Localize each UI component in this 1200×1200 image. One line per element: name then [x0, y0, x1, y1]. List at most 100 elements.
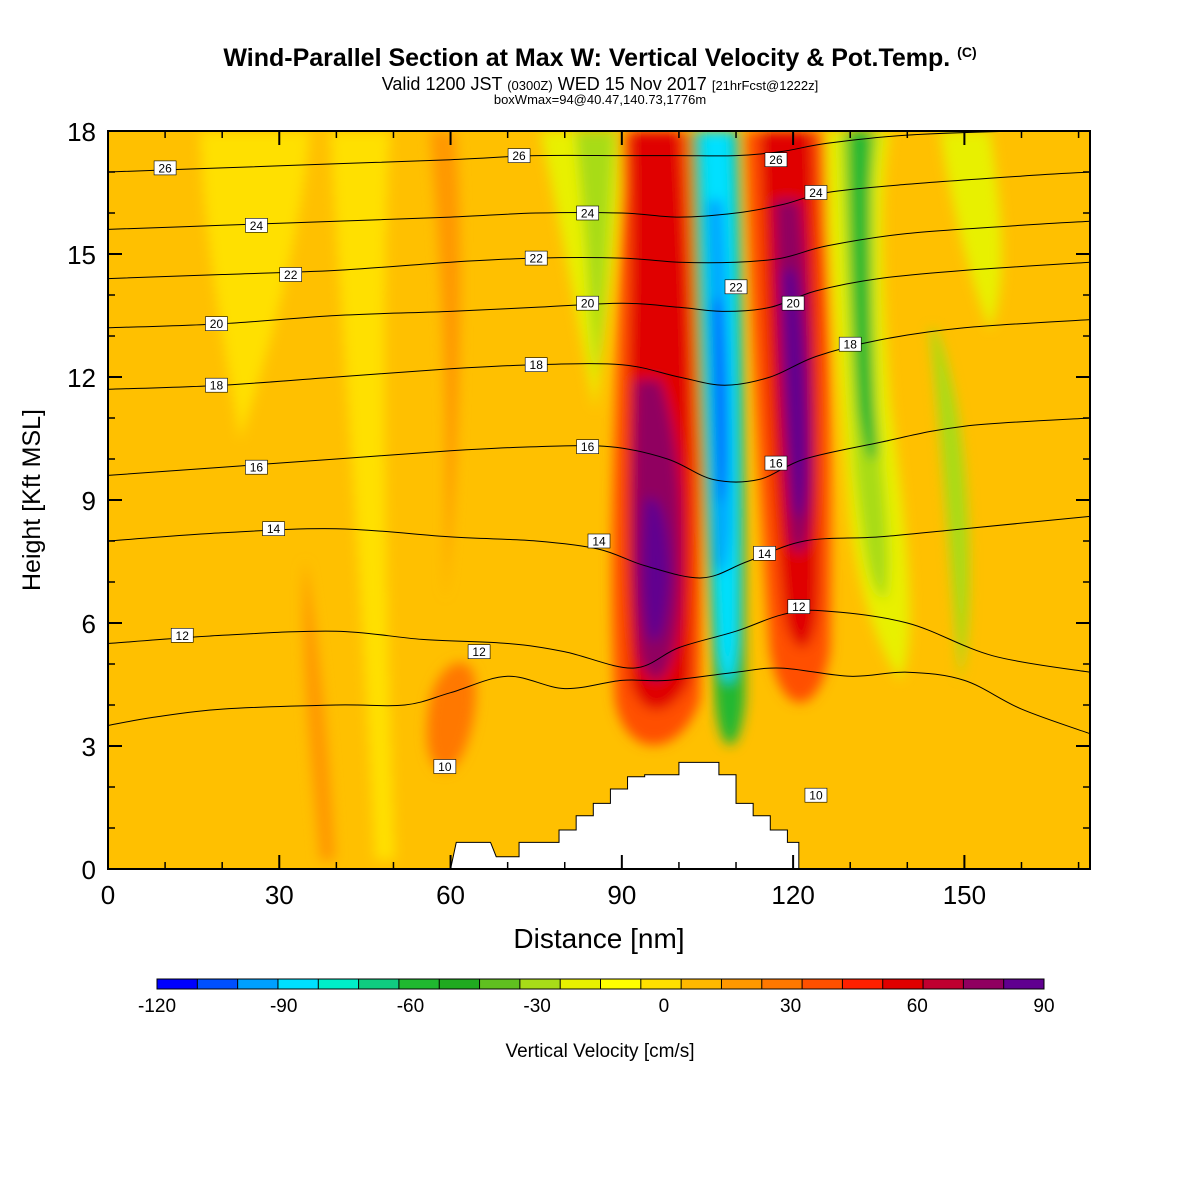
colorbar-swatch [359, 979, 400, 989]
y-tick-label: 18 [67, 117, 96, 147]
contour-label-text: 10 [438, 760, 452, 774]
contour-label: 18 [839, 337, 861, 352]
colorbar-swatch [1004, 979, 1045, 989]
contour-label-text: 22 [284, 268, 298, 282]
contour-label-text: 18 [210, 379, 224, 393]
colorbar-tick-label: 60 [907, 996, 928, 1017]
contour-label: 16 [577, 440, 599, 455]
colorbar-tick-label: 30 [780, 996, 801, 1017]
x-tick-label: 90 [607, 880, 636, 910]
x-tick-label: 30 [265, 880, 294, 910]
y-tick-label: 0 [82, 855, 96, 885]
contour-label: 10 [805, 788, 827, 803]
contour-label-text: 20 [210, 317, 224, 331]
contour-label-text: 16 [250, 461, 264, 475]
x-axis-label: Distance [nm] [513, 923, 684, 954]
contour-label: 22 [525, 251, 547, 266]
contour-label-text: 12 [176, 629, 190, 643]
y-tick-label: 6 [82, 609, 96, 639]
colorbar-tick-label: -90 [270, 996, 297, 1017]
x-tick-label: 0 [101, 880, 115, 910]
y-tick-label: 15 [67, 240, 96, 270]
colorbar-swatch [197, 979, 238, 989]
contour-label-text: 26 [512, 149, 526, 163]
contour-label: 14 [263, 522, 285, 537]
contour-label-text: 14 [758, 547, 772, 561]
contour-label: 12 [788, 600, 810, 615]
contour-label: 22 [725, 280, 747, 295]
colorbar-swatch [842, 979, 883, 989]
contour-label: 24 [805, 186, 827, 201]
colorbar-tick-label: -60 [397, 996, 424, 1017]
colorbar-tick-label: 90 [1033, 996, 1054, 1017]
contour-label: 26 [508, 149, 530, 164]
colorbar-swatch [520, 979, 561, 989]
contour-label: 12 [468, 645, 490, 660]
y-axis-label: Height [Kft MSL] [18, 409, 46, 591]
contour-label: 18 [525, 358, 547, 373]
y-tick-label: 12 [67, 363, 96, 393]
colorbar-swatch [439, 979, 480, 989]
colorbar-swatch [480, 979, 521, 989]
colorbar-label: Vertical Velocity [cm/s] [505, 1041, 694, 1062]
contour-label: 16 [245, 460, 267, 475]
contour-label: 20 [782, 296, 804, 311]
contour-label-text: 18 [530, 358, 544, 372]
colorbar-tick-label: -30 [523, 996, 550, 1017]
contour-label: 14 [588, 534, 610, 549]
contour-label-text: 18 [844, 338, 858, 352]
x-tick-label: 60 [436, 880, 465, 910]
colorbar-swatch [762, 979, 803, 989]
contour-label: 12 [171, 628, 193, 643]
contour-label-text: 26 [158, 161, 172, 175]
colorbar-swatch [560, 979, 601, 989]
colorbar-swatch [318, 979, 359, 989]
colorbar-swatch [883, 979, 924, 989]
contour-label: 26 [765, 153, 787, 168]
contour-label: 20 [205, 317, 227, 332]
colorbar-swatch [641, 979, 682, 989]
contour-label: 26 [154, 161, 176, 176]
colorbar-swatch [681, 979, 722, 989]
contour-label: 24 [577, 206, 599, 221]
colorbar-swatch [923, 979, 964, 989]
colorbar: -120 -90 -60 -30 0 30 60 90 [138, 979, 1055, 1017]
y-tick-label: 3 [82, 732, 96, 762]
contour-label: 22 [280, 268, 302, 283]
contour-label-text: 24 [581, 207, 595, 221]
colorbar-swatch [399, 979, 440, 989]
colorbar-swatch [238, 979, 279, 989]
contour-label: 14 [754, 546, 776, 561]
colorbar-swatch [601, 979, 642, 989]
x-tick-label: 120 [771, 880, 814, 910]
colorbar-swatch [721, 979, 762, 989]
colorbar-swatch [963, 979, 1004, 989]
contour-label-text: 12 [472, 645, 486, 659]
contour-label-text: 14 [592, 535, 606, 549]
contour-label: 18 [205, 378, 227, 393]
contour-label: 24 [245, 218, 267, 233]
contour-label-text: 24 [250, 219, 264, 233]
colorbar-tick-label: -120 [138, 996, 176, 1017]
contour-label-text: 26 [769, 153, 783, 167]
colorbar-swatch [157, 979, 198, 989]
vertical-velocity-field: 26 26 26 24 24 24 22 22 22 20 20 20 18 18 18 16 16 16 14 14… [108, 131, 1090, 869]
contour-label-text: 10 [809, 789, 823, 803]
colorbar-tick-label: 0 [659, 996, 670, 1017]
x-tick-label: 150 [943, 880, 986, 910]
contour-label-text: 24 [809, 186, 823, 200]
contour-label: 16 [765, 456, 787, 471]
contour-label-text: 20 [786, 297, 800, 311]
colorbar-swatch [278, 979, 319, 989]
contour-label-text: 22 [729, 280, 743, 294]
contour-label: 20 [577, 296, 599, 311]
contour-label-text: 20 [581, 297, 595, 311]
contour-label-text: 16 [769, 457, 783, 471]
y-tick-label: 9 [82, 486, 96, 516]
contour-label-text: 14 [267, 522, 281, 536]
colorbar-swatch [802, 979, 843, 989]
contour-label-text: 12 [792, 600, 806, 614]
contour-label-text: 22 [530, 252, 544, 266]
contour-label-text: 16 [581, 440, 595, 454]
